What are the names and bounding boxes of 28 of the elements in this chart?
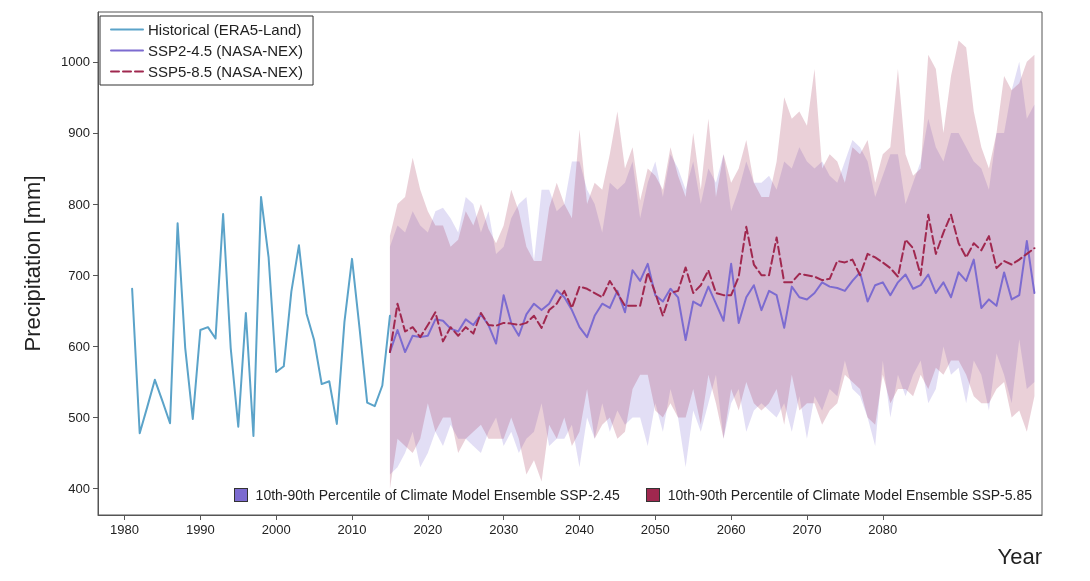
y-tick-label: 400 bbox=[68, 481, 90, 497]
y-tick-label: 700 bbox=[68, 267, 90, 283]
legend-label: SSP2-4.5 (NASA-NEX) bbox=[148, 42, 304, 59]
line-series bbox=[131, 195, 391, 438]
legend-label: Historical (ERA5-Land) bbox=[148, 21, 302, 38]
line-series bbox=[388, 213, 1036, 354]
x-tick-label: 2020 bbox=[413, 522, 443, 537]
x-tick-label: 1980 bbox=[110, 522, 139, 537]
x-tick-label: 2000 bbox=[261, 522, 291, 537]
x-tick-label: 2030 bbox=[489, 522, 519, 537]
x-tick-label: 2070 bbox=[792, 522, 822, 537]
x-axis-title: Year bbox=[997, 543, 1042, 569]
y-tick-label: 600 bbox=[68, 338, 90, 354]
x-tick-label: 1990 bbox=[185, 522, 215, 537]
y-axis-title: Precipitation [mm] bbox=[19, 175, 45, 352]
y-tick-label: 1000 bbox=[61, 54, 90, 70]
x-tick-label: 2060 bbox=[716, 522, 746, 537]
y-tick-label: 500 bbox=[68, 410, 90, 426]
legend-label: SSP5-8.5 (NASA-NEX) bbox=[148, 63, 304, 80]
x-tick-label: 2010 bbox=[337, 522, 367, 537]
line-series bbox=[388, 240, 1036, 354]
x-tick-label: 2050 bbox=[640, 522, 670, 537]
annotation: 10th-90th Percentile of Climate Model Ensemble SSP-5.85 bbox=[667, 487, 1032, 503]
x-tick-label: 2040 bbox=[565, 522, 594, 537]
y-tick-label: 800 bbox=[68, 196, 90, 212]
annotation: 10th-90th Percentile of Climate Model Ensemble SSP-2.45 bbox=[255, 487, 620, 503]
y-tick-label: 900 bbox=[68, 125, 90, 141]
x-tick-label: 2080 bbox=[868, 522, 898, 537]
